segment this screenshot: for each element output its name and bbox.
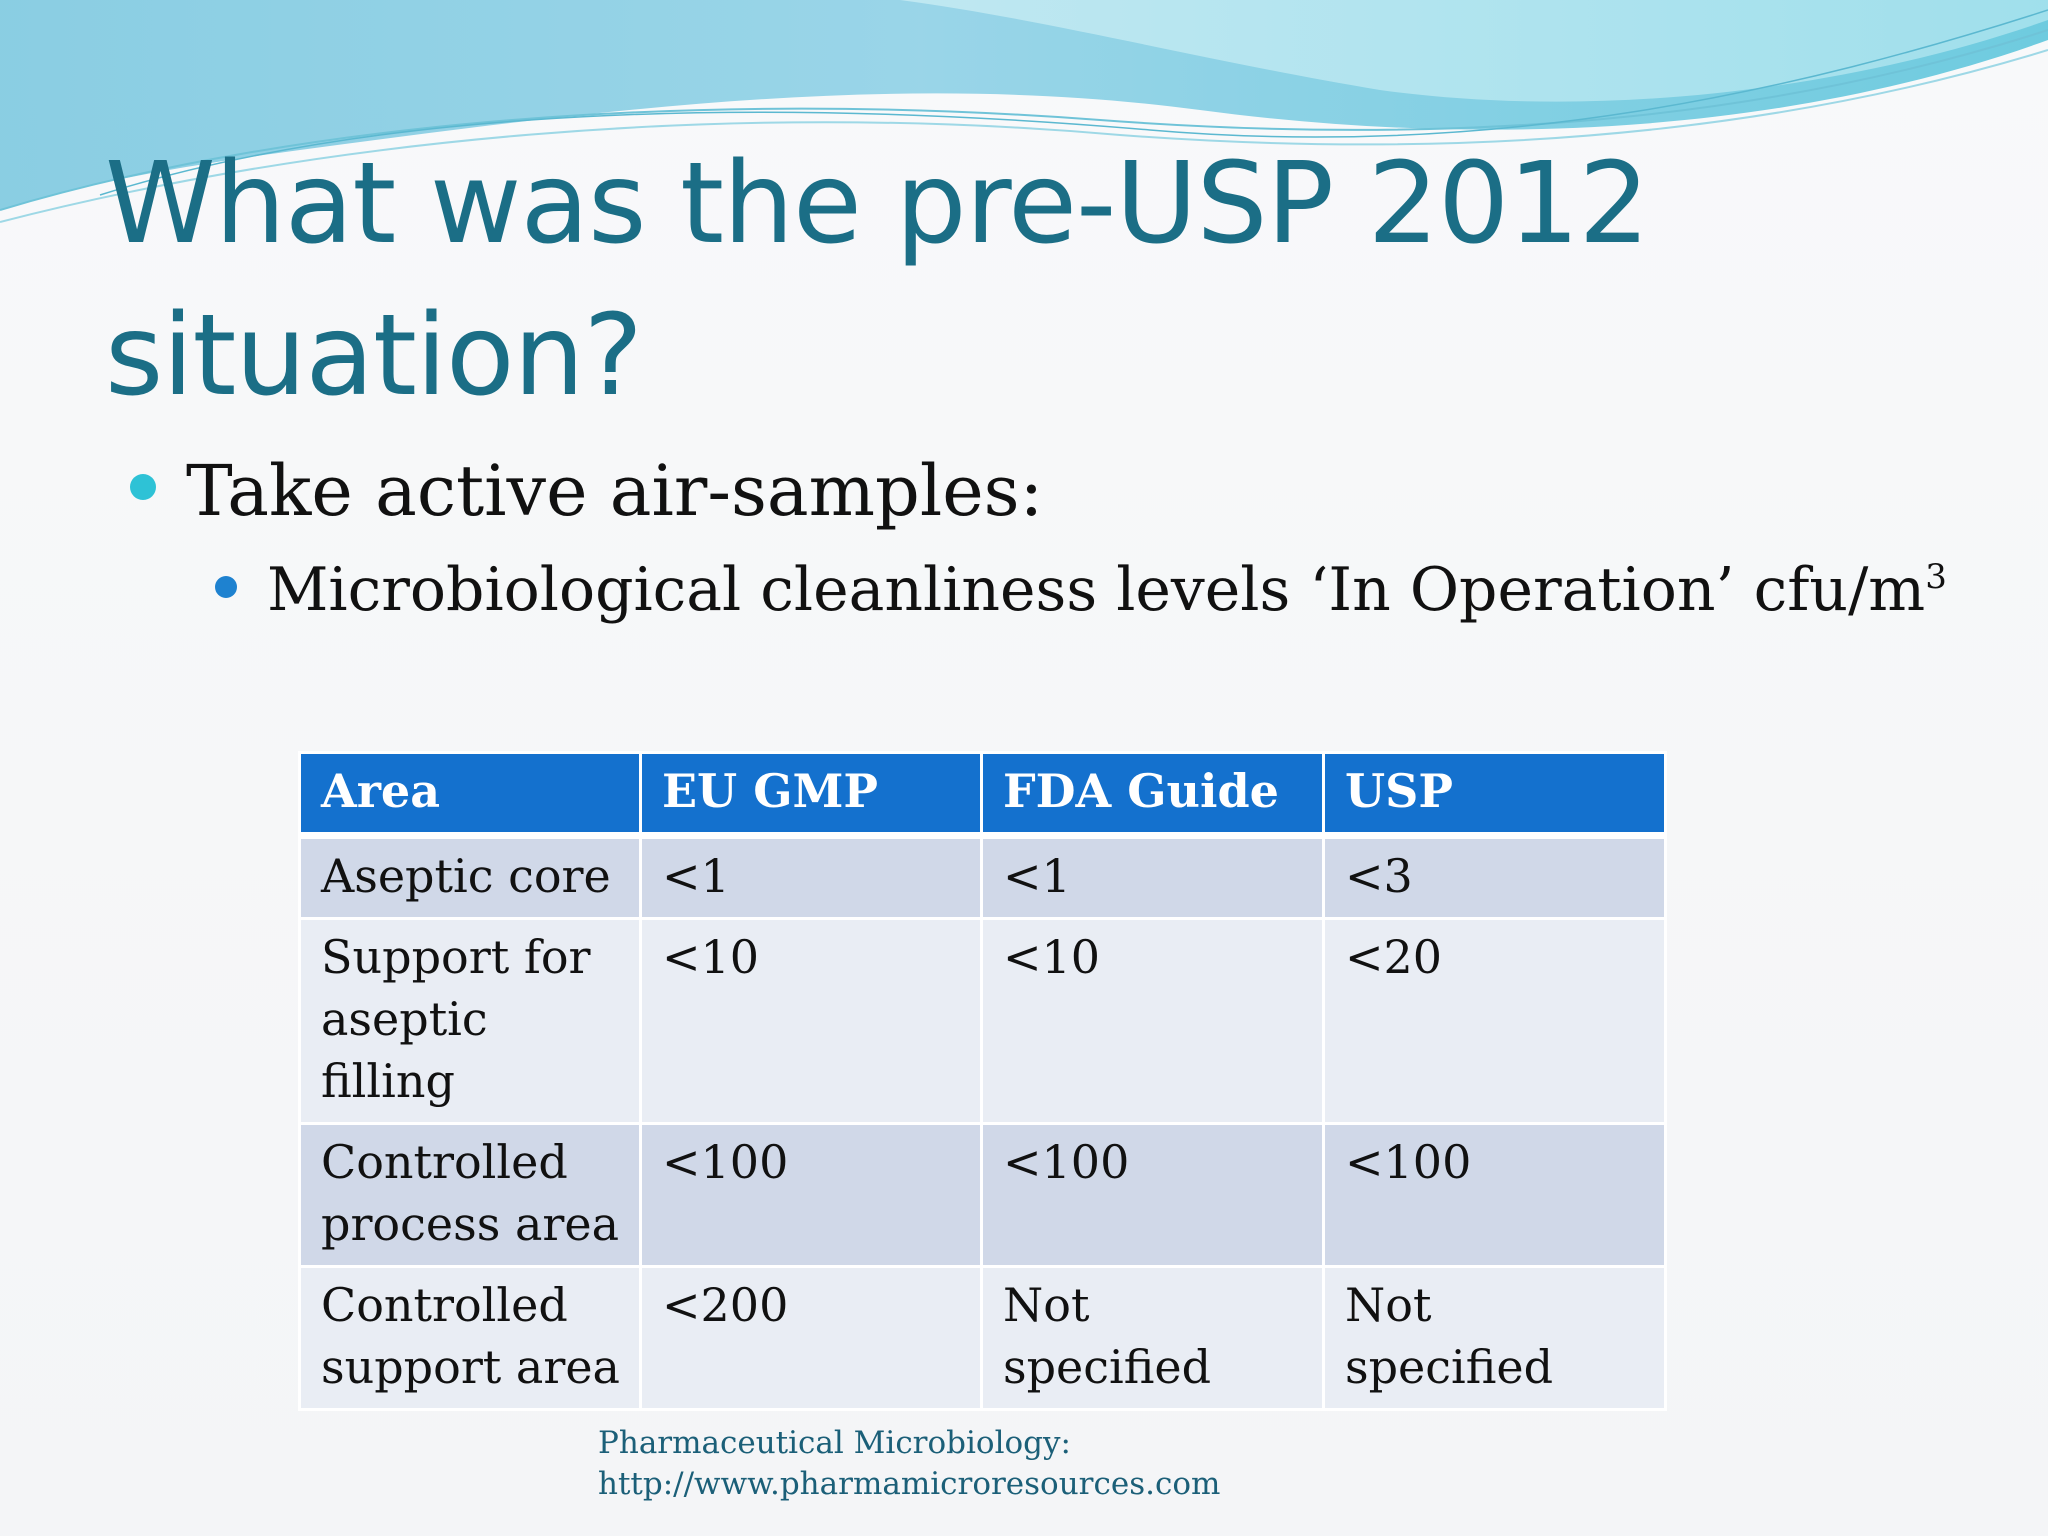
header-area: Area — [298, 751, 642, 839]
header-eu-gmp: EU GMP — [639, 751, 983, 839]
cell-usp: <20 — [1322, 917, 1667, 1125]
header-fda-guide: FDA Guide — [980, 751, 1325, 839]
cell-eu-gmp: <200 — [639, 1265, 983, 1411]
cell-fda-guide: <10 — [980, 917, 1325, 1125]
cell-usp: <100 — [1322, 1122, 1667, 1268]
header-usp: USP — [1322, 751, 1667, 839]
table-row: Controlled support area <200 Not specifie… — [298, 1265, 1667, 1411]
table-row: Controlled process area <100 <100 <100 — [298, 1122, 1667, 1268]
cell-fda-guide: <1 — [980, 834, 1325, 920]
footer-url: http://www.pharmamicroresources.com — [598, 1466, 1221, 1502]
cell-usp: Not specified — [1322, 1265, 1667, 1411]
footer-line-1: Pharmaceutical Microbiology: — [598, 1425, 1071, 1461]
cell-area: Controlled process area — [298, 1122, 642, 1268]
table-row: Aseptic core <1 <1 <3 — [298, 834, 1667, 920]
cell-eu-gmp: <100 — [639, 1122, 983, 1268]
slide-title: What was the pre-USP 2012 situation? — [105, 128, 1805, 432]
cell-usp: <3 — [1322, 834, 1667, 920]
decorative-wave-banner — [0, 0, 2048, 223]
cell-fda-guide: Not specified — [980, 1265, 1325, 1411]
cell-area: Support for aseptic filling — [298, 917, 642, 1125]
cell-area: Aseptic core — [298, 834, 642, 920]
title-line-1: What was the pre-USP 2012 — [105, 139, 1650, 269]
bullet-level-2: Microbiological cleanliness levels ‘In O… — [215, 555, 1947, 625]
cell-fda-guide: <100 — [980, 1122, 1325, 1268]
bullet-dot-icon — [215, 576, 237, 598]
bullet-dot-icon — [130, 474, 156, 500]
title-line-2: situation? — [105, 291, 643, 421]
cell-area: Controlled support area — [298, 1265, 642, 1411]
bullet-level-1: Take active air-samples: — [130, 450, 1043, 532]
cleanliness-levels-table: Area EU GMP FDA Guide USP Aseptic core <… — [298, 751, 1667, 1411]
table-header-row: Area EU GMP FDA Guide USP — [298, 751, 1667, 839]
cell-eu-gmp: <1 — [639, 834, 983, 920]
footer-source: Pharmaceutical Microbiology: http://www.… — [598, 1423, 1220, 1505]
cell-eu-gmp: <10 — [639, 917, 983, 1125]
table-row: Support for aseptic filling <10 <10 <20 — [298, 917, 1667, 1125]
superscript: 3 — [1925, 557, 1947, 597]
bullet-level-1-text: Take active air-samples: — [186, 450, 1044, 532]
bullet-level-2-text: Microbiological cleanliness levels ‘In O… — [267, 555, 1947, 625]
